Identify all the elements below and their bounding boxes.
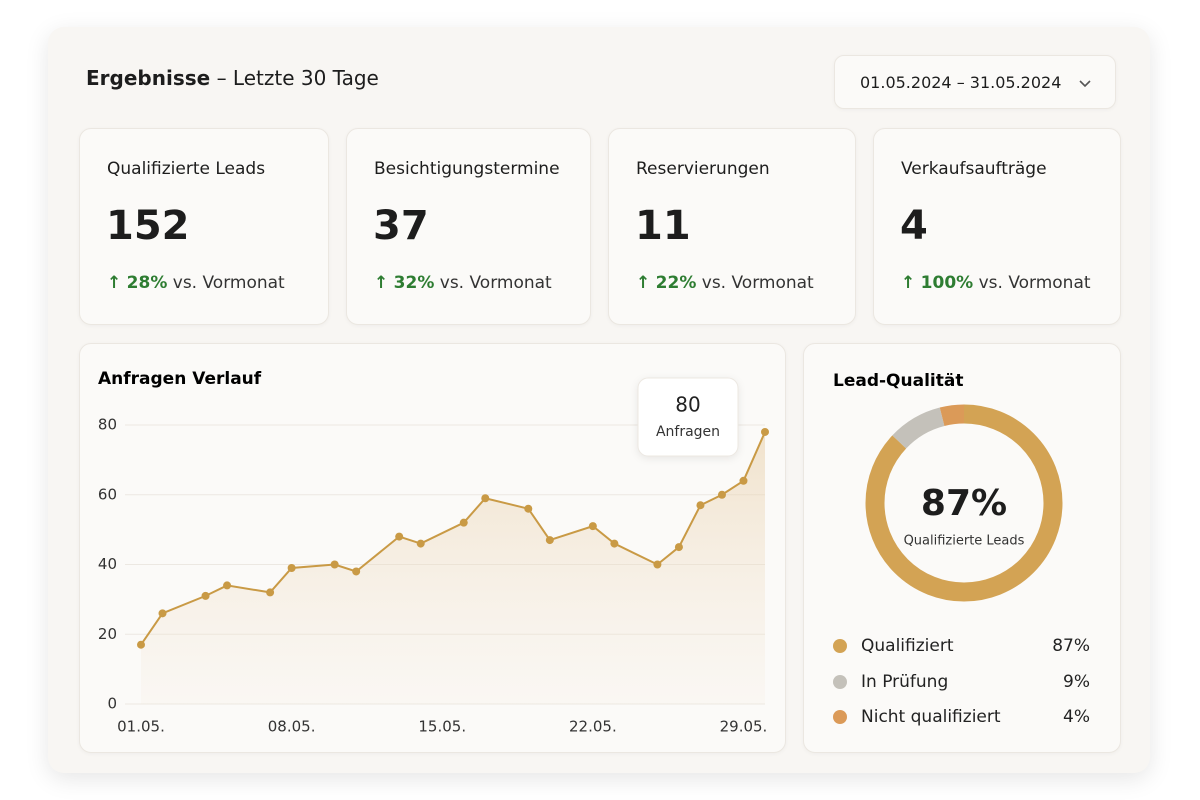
- kpi-label: Reservierungen: [636, 159, 770, 179]
- point: [610, 539, 619, 548]
- point: [287, 563, 296, 572]
- up-arrow: ↑: [636, 273, 651, 293]
- kpi-value: 4: [900, 203, 928, 249]
- point: [739, 476, 748, 485]
- x-tick-label: 15.05.: [418, 718, 466, 736]
- kpi-comparison: vs. Vormonat: [172, 273, 285, 293]
- y-tick-label: 80: [98, 416, 117, 434]
- x-tick-label: 01.05.: [117, 718, 165, 736]
- tooltip-value: 80: [675, 393, 700, 417]
- point: [481, 494, 490, 503]
- kpi-card: Besichtigungstermine 37 ↑ 32% vs. Vormonat: [346, 128, 591, 325]
- header-title: Ergebnisse – Letzte 30 Tage: [86, 66, 379, 90]
- x-tick-label: 08.05.: [268, 718, 316, 736]
- point: [137, 640, 145, 649]
- tooltip-label: Anfragen: [656, 424, 720, 440]
- point: [395, 532, 404, 541]
- point: [524, 504, 533, 513]
- line-title: Anfragen Verlauf: [98, 369, 262, 389]
- legend-label: Qualifiziert: [861, 636, 954, 656]
- legend-value: 87%: [1052, 636, 1090, 656]
- kpi-value: 11: [635, 203, 691, 249]
- legend-dot: [833, 675, 847, 689]
- kpi-change-value: 28%: [126, 273, 168, 293]
- date-range: 01.05.2024 – 31.05.2024: [860, 73, 1062, 92]
- y-tick-label: 0: [107, 695, 117, 713]
- point: [674, 543, 683, 552]
- tooltip: [637, 377, 739, 457]
- legend-value: 4%: [1063, 707, 1090, 727]
- up-arrow: ↑: [107, 273, 122, 293]
- up-arrow: ↑: [374, 273, 389, 293]
- kpi-change-value: 22%: [655, 273, 697, 293]
- point: [352, 567, 361, 576]
- legend-label: In Prüfung: [861, 672, 948, 692]
- legend-value: 9%: [1063, 672, 1090, 692]
- donut-center-value: 87%: [921, 483, 1007, 524]
- y-tick-label: 60: [98, 485, 117, 503]
- x-tick-label: 29.05.: [720, 718, 768, 736]
- kpi-change: ↑ 100% vs. Vormonat: [901, 273, 1091, 293]
- point: [545, 536, 554, 545]
- kpi-card: Qualifizierte Leads 152 ↑ 28% vs. Vormonat: [79, 128, 329, 325]
- point: [459, 518, 468, 527]
- point: [653, 560, 662, 569]
- point: [330, 560, 339, 569]
- kpi-change: ↑ 28% vs. Vormonat: [107, 273, 285, 293]
- x-tick-label: 22.05.: [569, 718, 617, 736]
- legend-dot: [833, 639, 847, 653]
- point: [416, 539, 425, 548]
- point: [717, 490, 726, 499]
- legend-label: Nicht qualifiziert: [861, 707, 1001, 727]
- point: [201, 591, 210, 600]
- kpi-value: 37: [373, 203, 429, 249]
- kpi-change: ↑ 32% vs. Vormonat: [374, 273, 552, 293]
- point: [761, 427, 769, 436]
- kpi-value: 152: [106, 203, 190, 249]
- kpi-comparison: vs. Vormonat: [978, 273, 1091, 293]
- point: [588, 522, 597, 531]
- y-tick-label: 40: [98, 555, 117, 573]
- kpi-change-value: 32%: [393, 273, 435, 293]
- donut-segment: [865, 404, 1063, 602]
- legend-dot: [833, 710, 847, 724]
- point: [696, 501, 705, 510]
- up-arrow: ↑: [901, 273, 916, 293]
- kpi-label: Besichtigungstermine: [374, 159, 560, 179]
- line: [140, 431, 766, 646]
- date-picker[interactable]: 01.05.2024 – 31.05.2024: [834, 55, 1116, 109]
- point: [223, 581, 232, 590]
- kpi-label: Verkaufsaufträge: [901, 159, 1047, 179]
- kpi-card: Reservierungen 11 ↑ 22% vs. Vormonat: [608, 128, 856, 325]
- title: Ergebnisse: [86, 66, 211, 90]
- kpi-card: Verkaufsaufträge 4 ↑ 100% vs. Vormonat: [873, 128, 1121, 325]
- point: [266, 588, 275, 597]
- kpi-comparison: vs. Vormonat: [701, 273, 814, 293]
- kpi-change-value: 100%: [920, 273, 974, 293]
- point: [158, 609, 167, 618]
- donut-title: Lead-Qualität: [833, 371, 963, 391]
- kpi-change: ↑ 22% vs. Vormonat: [636, 273, 814, 293]
- y-tick-label: 20: [98, 625, 117, 643]
- donut-center-label: Qualifizierte Leads: [904, 534, 1025, 549]
- kpi-label: Qualifizierte Leads: [107, 159, 266, 179]
- area: [141, 431, 765, 704]
- kpi-comparison: vs. Vormonat: [439, 273, 552, 293]
- subtitle: – Letzte 30 Tage: [216, 66, 379, 90]
- chevron: [1079, 80, 1091, 88]
